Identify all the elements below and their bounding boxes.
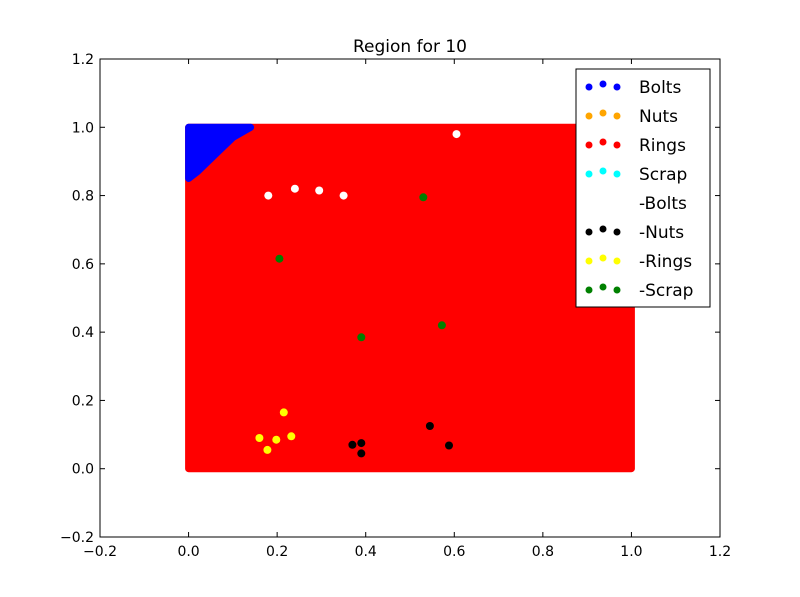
legend-marker <box>613 286 621 294</box>
legend-label: Bolts <box>639 78 681 98</box>
point-neg-nuts-0 <box>348 440 357 449</box>
point-neg-scrap-0 <box>275 254 284 263</box>
legend-label: Rings <box>639 136 686 156</box>
point-neg-scrap-1 <box>357 333 366 342</box>
point-neg-nuts-2 <box>357 449 366 458</box>
legend-marker <box>613 112 621 120</box>
point-neg-bolts-1 <box>290 184 299 193</box>
legend-entry-nuts: Nuts <box>585 107 678 127</box>
legend-marker <box>599 138 607 146</box>
legend-marker <box>613 228 621 236</box>
point-neg-rings-4 <box>287 432 296 441</box>
legend-label: Nuts <box>639 107 678 127</box>
y-tick-label: −0.2 <box>60 530 94 546</box>
legend-label: -Scrap <box>639 281 693 301</box>
legend-marker <box>613 141 621 149</box>
point-neg-rings-0 <box>255 434 264 442</box>
legend-marker <box>613 83 621 91</box>
point-neg-rings-3 <box>279 408 288 417</box>
legend-marker <box>585 112 593 120</box>
point-neg-nuts-1 <box>357 439 366 448</box>
x-tick-label: 0.8 <box>532 544 554 560</box>
legend-entry-rings: Rings <box>585 136 686 156</box>
legend-marker <box>599 109 607 117</box>
point-neg-rings-1 <box>263 445 272 454</box>
legend-marker <box>585 170 593 178</box>
point-neg-bolts-4 <box>452 130 461 139</box>
point-neg-nuts-3 <box>425 422 434 430</box>
legend-label: Scrap <box>639 165 687 185</box>
point-neg-bolts-3 <box>339 191 348 200</box>
legend-label: -Rings <box>639 252 692 272</box>
y-tick-label: 1.0 <box>72 120 94 136</box>
legend-marker <box>599 167 607 175</box>
legend-marker <box>599 196 607 204</box>
legend-box <box>575 68 711 308</box>
legend-entry-neg-scrap: -Scrap <box>585 281 693 301</box>
legend-label: -Nuts <box>639 223 684 243</box>
region-rings <box>185 123 635 473</box>
legend-entry-neg-nuts: -Nuts <box>585 223 684 243</box>
y-tick-label: 0.4 <box>72 325 94 341</box>
legend-marker <box>585 83 593 91</box>
y-tick-label: 0.6 <box>72 257 94 273</box>
point-neg-nuts-4 <box>445 441 453 450</box>
region-bolts <box>185 123 255 182</box>
y-tick-label: 0.2 <box>72 393 94 409</box>
x-tick-label: 0.6 <box>443 544 465 560</box>
point-neg-bolts-2 <box>315 186 324 195</box>
y-tick-label: 1.2 <box>72 52 94 68</box>
legend-entry-neg-rings: -Rings <box>585 252 692 272</box>
legend-marker <box>599 283 607 291</box>
legend-marker <box>585 257 593 265</box>
legend-marker <box>599 254 607 262</box>
point-neg-scrap-3 <box>437 321 446 330</box>
legend-marker <box>613 199 621 207</box>
legend-marker <box>585 228 593 236</box>
legend-marker <box>599 80 607 88</box>
x-tick-label: −0.2 <box>83 544 117 560</box>
y-tick-label: 0.0 <box>72 462 94 478</box>
point-neg-rings-2 <box>272 435 281 444</box>
x-tick-label: 0.2 <box>266 544 288 560</box>
plot-area <box>185 123 635 473</box>
x-tick-label: 0.4 <box>355 544 377 560</box>
legend-label: -Bolts <box>639 194 687 214</box>
legend-marker <box>585 286 593 294</box>
legend-marker <box>613 257 621 265</box>
point-neg-bolts-0 <box>264 191 273 200</box>
x-tick-label: 0.0 <box>177 544 199 560</box>
x-tick-label: 1.2 <box>709 544 731 560</box>
axis-ticks: −0.2 0.0 0.2 0.4 0.6 0.8 1.0 1.2 −0.2 0.0 0.2 0.4 0.… <box>60 52 731 560</box>
legend-entry-bolts: Bolts <box>585 78 681 98</box>
point-neg-scrap-2 <box>419 193 428 202</box>
legend-marker <box>613 170 621 178</box>
legend-entry-neg-bolts: -Bolts <box>585 194 687 214</box>
legend-marker <box>585 141 593 149</box>
legend-marker <box>585 199 593 207</box>
legend-entry-scrap: Scrap <box>585 165 687 185</box>
legend: Bolts Nuts Rings Scrap -Bolts -Nuts -Rings -Scr… <box>575 68 711 308</box>
legend-marker <box>599 225 607 233</box>
chart-title: Region for 10 <box>353 37 467 57</box>
axes-frame <box>99 58 721 538</box>
y-tick-label: 0.8 <box>72 189 94 205</box>
x-tick-label: 1.0 <box>620 544 642 560</box>
